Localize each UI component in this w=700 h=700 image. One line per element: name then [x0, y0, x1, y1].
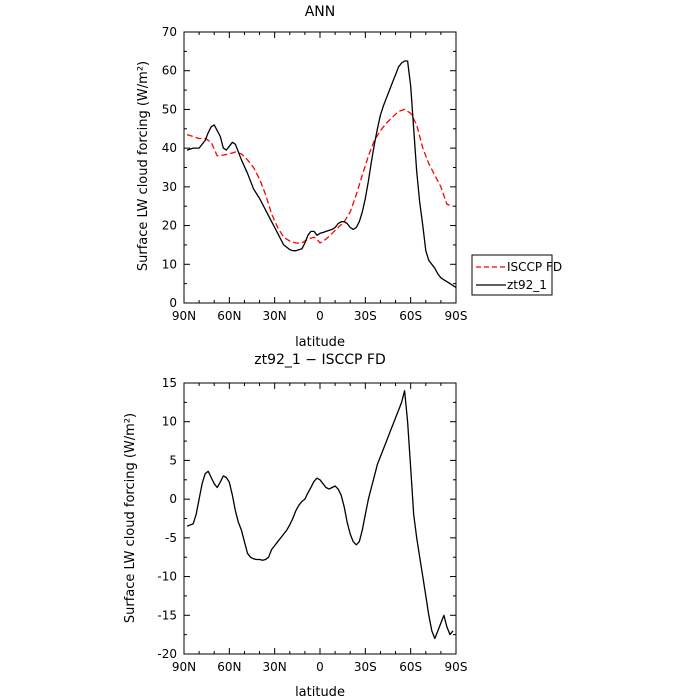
bottom-ytick-label: 0: [169, 492, 177, 506]
bottom-chart-xlabel: latitude: [295, 685, 345, 700]
bottom-ytick-label: -5: [165, 531, 177, 545]
top-xtick-label: 90S: [445, 309, 468, 323]
top-ytick-label: 40: [162, 141, 177, 155]
top-chart: ANN Surface LW cloud forcing (W/m²) lati…: [136, 4, 562, 350]
bottom-xtick-label: 30S: [354, 660, 377, 674]
legend-label-isccp: ISCCP FD: [507, 260, 562, 274]
top-xtick-label: 60N: [217, 309, 241, 323]
bottom-xtick-label: 90N: [172, 660, 196, 674]
bottom-series-difference: [186, 390, 454, 640]
bottom-chart-title: zt92_1 − ISCCP FD: [254, 352, 385, 368]
bottom-frame: [183, 382, 457, 655]
bottom-chart-ylabel: Surface LW cloud forcing (W/m²): [123, 413, 138, 623]
top-series-isccp-fd: [186, 108, 454, 244]
top-xtick-label: 30S: [354, 309, 377, 323]
top-ytick-label: 0: [169, 296, 177, 310]
legend: ISCCP FD zt92_1: [471, 254, 562, 296]
legend-label-model: zt92_1: [507, 278, 547, 292]
bottom-chart: zt92_1 − ISCCP FD Surface LW cloud forci…: [123, 352, 467, 700]
bottom-ytick-label: -10: [157, 570, 177, 584]
top-chart-ylabel: Surface LW cloud forcing (W/m²): [136, 61, 151, 271]
bottom-ytick-label: 15: [162, 376, 177, 390]
top-ytick-label: 10: [162, 257, 177, 271]
top-xtick-label: 60S: [399, 309, 422, 323]
top-ytick-label: 20: [162, 219, 177, 233]
top-chart-title: ANN: [305, 4, 336, 20]
bottom-ytick-label: 5: [169, 453, 177, 467]
top-xtick-label: 90N: [172, 309, 196, 323]
bottom-ytick-label: -20: [157, 647, 177, 661]
top-ytick-label: 50: [162, 102, 177, 116]
legend-box: [471, 254, 553, 296]
bottom-xtick-label: 60S: [399, 660, 422, 674]
top-ytick-label: 60: [162, 64, 177, 78]
bottom-xtick-label: 0: [316, 660, 324, 674]
bottom-xtick-label: 30N: [263, 660, 287, 674]
top-ytick-label: 70: [162, 25, 177, 39]
bottom-ytick-label: 10: [162, 415, 177, 429]
top-series-zt92-1: [186, 60, 457, 289]
top-xtick-label: 0: [316, 309, 324, 323]
top-plot-area: 90N 60N 30N 0 30S 60S 90S 0 10 20 30 40 50 60 70: [162, 25, 468, 323]
top-chart-xlabel: latitude: [295, 335, 345, 350]
top-ytick-label: 30: [162, 180, 177, 194]
bottom-xtick-label: 60N: [217, 660, 241, 674]
bottom-ytick-label: -15: [157, 608, 177, 622]
top-frame: [183, 31, 457, 304]
top-xtick-label: 30N: [263, 309, 287, 323]
bottom-plot-area: 90N 60N 30N 0 30S 60S 90S -20 -15 -10 -5 0 5 10 15: [157, 376, 467, 674]
bottom-xtick-label: 90S: [445, 660, 468, 674]
